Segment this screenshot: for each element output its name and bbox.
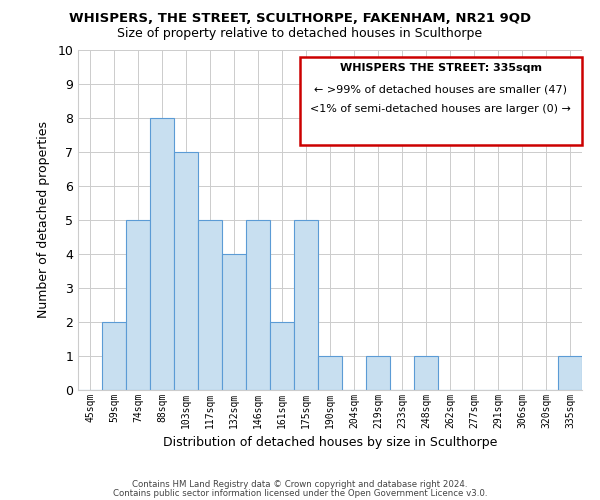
Text: <1% of semi-detached houses are larger (0) →: <1% of semi-detached houses are larger (… — [310, 104, 571, 115]
Bar — [174, 152, 198, 390]
Bar — [246, 220, 270, 390]
Text: Size of property relative to detached houses in Sculthorpe: Size of property relative to detached ho… — [118, 28, 482, 40]
Bar — [366, 356, 390, 390]
X-axis label: Distribution of detached houses by size in Sculthorpe: Distribution of detached houses by size … — [163, 436, 497, 450]
Bar — [150, 118, 174, 390]
Bar — [222, 254, 246, 390]
Text: WHISPERS THE STREET: 335sqm: WHISPERS THE STREET: 335sqm — [340, 63, 542, 73]
Y-axis label: Number of detached properties: Number of detached properties — [37, 122, 50, 318]
Bar — [198, 220, 222, 390]
Bar — [414, 356, 438, 390]
Bar — [126, 220, 150, 390]
Text: Contains HM Land Registry data © Crown copyright and database right 2024.: Contains HM Land Registry data © Crown c… — [132, 480, 468, 489]
Text: Contains public sector information licensed under the Open Government Licence v3: Contains public sector information licen… — [113, 489, 487, 498]
Bar — [558, 356, 582, 390]
Bar — [270, 322, 294, 390]
Text: ← >99% of detached houses are smaller (47): ← >99% of detached houses are smaller (4… — [314, 84, 568, 94]
Text: WHISPERS, THE STREET, SCULTHORPE, FAKENHAM, NR21 9QD: WHISPERS, THE STREET, SCULTHORPE, FAKENH… — [69, 12, 531, 26]
Bar — [294, 220, 318, 390]
Bar — [318, 356, 342, 390]
Bar — [102, 322, 126, 390]
